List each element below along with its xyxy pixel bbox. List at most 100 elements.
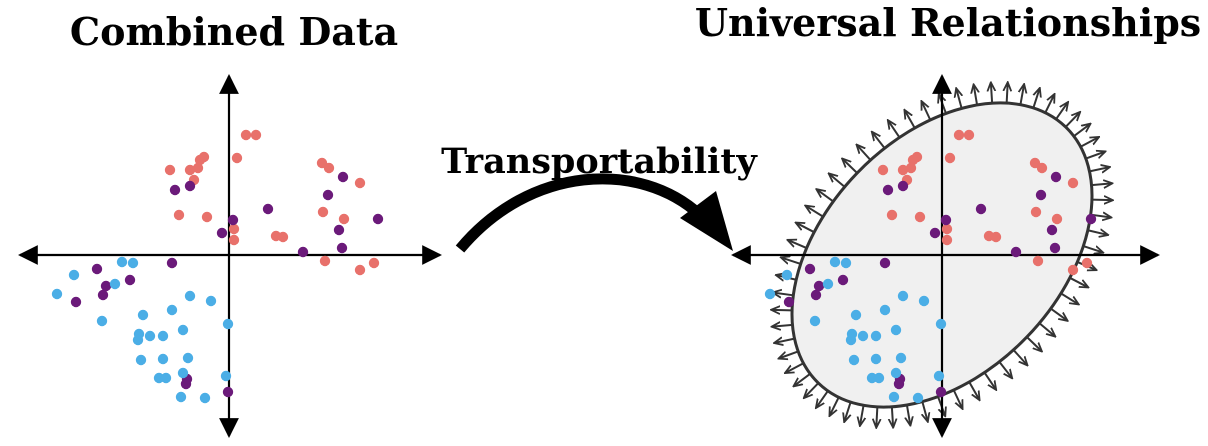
left-red-point: [231, 152, 243, 164]
outward-arrow: [772, 310, 793, 311]
outward-arrow: [804, 382, 820, 397]
left-purple-point: [169, 184, 181, 196]
right-purple-point: [1050, 171, 1062, 183]
left-red-point: [368, 257, 380, 269]
left-blue-point: [135, 354, 147, 366]
right-blue-point: [781, 269, 793, 281]
outward-arrow: [788, 240, 808, 249]
right-blue-point: [890, 324, 902, 336]
left-blue-point: [177, 367, 189, 379]
right-red-point: [897, 164, 909, 176]
left-red-point: [323, 162, 335, 174]
left-red-point: [228, 223, 240, 235]
right-data-points: [764, 129, 1097, 404]
right-blue-point: [935, 318, 947, 330]
left-blue-point: [137, 309, 149, 321]
left-purple-point: [227, 214, 239, 226]
outward-arrow: [844, 401, 852, 421]
left-blue-point: [51, 288, 63, 300]
right-blue-point: [809, 315, 821, 327]
outward-arrow: [922, 102, 932, 121]
left-purple-point: [180, 378, 192, 390]
right-purple-point: [1010, 246, 1022, 258]
outward-arrow: [907, 404, 910, 425]
outward-arrow: [775, 339, 795, 343]
left-red-point: [194, 154, 206, 166]
right-blue-point: [822, 278, 834, 290]
right-blue-point: [870, 353, 882, 365]
right-red-point: [990, 231, 1002, 243]
left-blue-point: [160, 372, 172, 384]
left-red-point: [354, 264, 366, 276]
outward-arrow: [1012, 349, 1026, 365]
outward-arrow: [794, 372, 811, 386]
left-blue-point: [157, 330, 169, 342]
right-blue-point: [890, 367, 902, 379]
outward-arrow: [816, 390, 829, 407]
right-blue-point: [912, 392, 924, 404]
left-purple-point: [91, 263, 103, 275]
left-red-point: [317, 206, 329, 218]
left-purple-point: [216, 227, 228, 239]
right-purple-point: [804, 263, 816, 275]
right-purple-point: [1049, 242, 1061, 254]
transport-arrow-label: Transportability: [441, 141, 758, 182]
left-red-point: [277, 231, 289, 243]
left-blue-point: [116, 256, 128, 268]
transport-arrow-head: [680, 191, 733, 251]
left-panel-title: Combined Data: [70, 9, 398, 54]
left-blue-point: [199, 392, 211, 404]
outward-arrow: [830, 396, 840, 415]
left-blue-point: [109, 278, 121, 290]
outward-arrow: [905, 111, 916, 129]
right-red-point: [963, 129, 975, 141]
right-red-point: [1067, 264, 1079, 276]
outward-arrow: [782, 258, 801, 265]
right-red-point: [953, 129, 965, 141]
left-purple-point: [333, 224, 345, 236]
outward-arrow: [1060, 292, 1078, 304]
right-red-point: [1030, 206, 1042, 218]
right-red-point: [1036, 162, 1048, 174]
outward-arrow: [1064, 113, 1080, 128]
right-red-point: [877, 164, 889, 176]
left-blue-point: [222, 318, 234, 330]
right-red-point: [905, 162, 917, 174]
left-purple-point: [166, 257, 178, 269]
outward-arrow: [796, 223, 815, 234]
left-axes: [18, 74, 442, 438]
outward-arrow: [991, 83, 992, 104]
outward-arrow: [773, 293, 794, 296]
left-purple-point: [100, 280, 112, 292]
left-purple-point: [222, 386, 234, 398]
right-purple-point: [1046, 224, 1058, 236]
outward-arrow: [1050, 307, 1067, 321]
ellipse-outward-arrows: [772, 83, 1112, 427]
right-blue-point: [845, 334, 857, 346]
outward-arrow: [817, 190, 834, 203]
outward-arrow: [786, 362, 804, 372]
outward-arrow: [1032, 89, 1039, 109]
outward-arrow: [857, 145, 872, 161]
outward-arrow: [1089, 167, 1109, 171]
right-purple-point: [810, 289, 822, 301]
left-blue-point: [182, 352, 194, 364]
right-blue-point: [857, 330, 869, 342]
left-red-point: [201, 211, 213, 223]
right-panel-title: Universal Relationships: [695, 0, 1201, 45]
left-purple-point: [124, 274, 136, 286]
right-purple-point: [935, 386, 947, 398]
right-blue-point: [764, 288, 776, 300]
right-red-point: [914, 211, 926, 223]
left-purple-point: [262, 203, 274, 215]
left-blue-point: [205, 295, 217, 307]
right-blue-point: [850, 309, 862, 321]
right-blue-point: [840, 257, 852, 269]
outward-arrow: [1044, 95, 1054, 114]
left-data-points: [51, 129, 384, 404]
right-purple-point: [1085, 213, 1097, 225]
left-purple-point: [70, 296, 82, 308]
left-blue-point: [175, 391, 187, 403]
left-purple-point: [184, 180, 196, 192]
